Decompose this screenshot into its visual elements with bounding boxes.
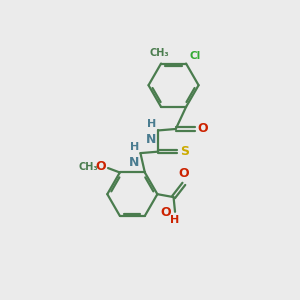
Text: H: H — [147, 119, 157, 129]
Text: H: H — [130, 142, 139, 152]
Text: N: N — [129, 156, 139, 169]
Text: O: O — [161, 206, 172, 219]
Text: H: H — [170, 215, 180, 225]
Text: CH₃: CH₃ — [150, 48, 169, 58]
Text: O: O — [178, 167, 189, 180]
Text: S: S — [180, 145, 189, 158]
Text: O: O — [198, 122, 208, 136]
Text: N: N — [146, 134, 157, 146]
Text: O: O — [95, 160, 106, 173]
Text: Cl: Cl — [190, 51, 201, 61]
Text: CH₃: CH₃ — [78, 162, 98, 172]
